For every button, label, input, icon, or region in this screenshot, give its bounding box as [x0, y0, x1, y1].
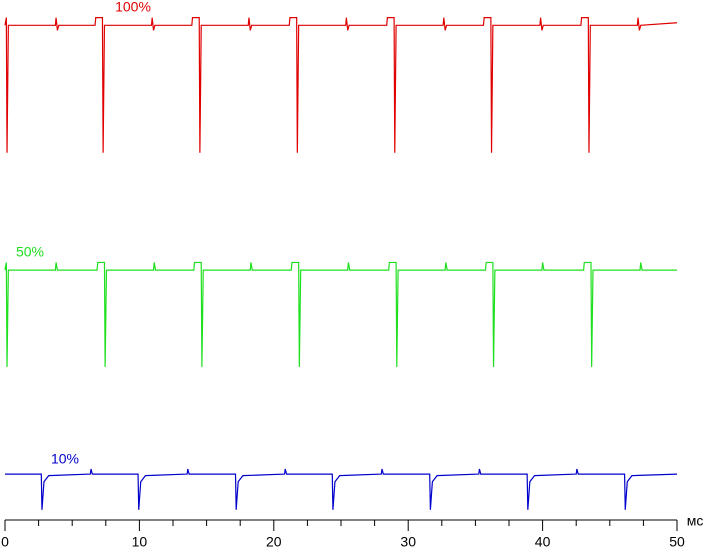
series-label: 10% — [51, 451, 79, 467]
x-tick-label: 40 — [535, 534, 551, 549]
x-tick-label: 30 — [400, 534, 416, 549]
x-tick-label: 10 — [132, 534, 148, 549]
series-label: 100% — [115, 0, 151, 15]
trace — [4, 261, 677, 368]
x-tick-label: 0 — [1, 534, 9, 549]
trace — [4, 17, 678, 153]
x-tick-label: 50 — [669, 534, 685, 549]
x-tick-label: 20 — [266, 534, 282, 549]
trace — [5, 468, 678, 510]
x-unit-label: мс — [687, 513, 703, 529]
series-label: 50% — [16, 244, 44, 260]
